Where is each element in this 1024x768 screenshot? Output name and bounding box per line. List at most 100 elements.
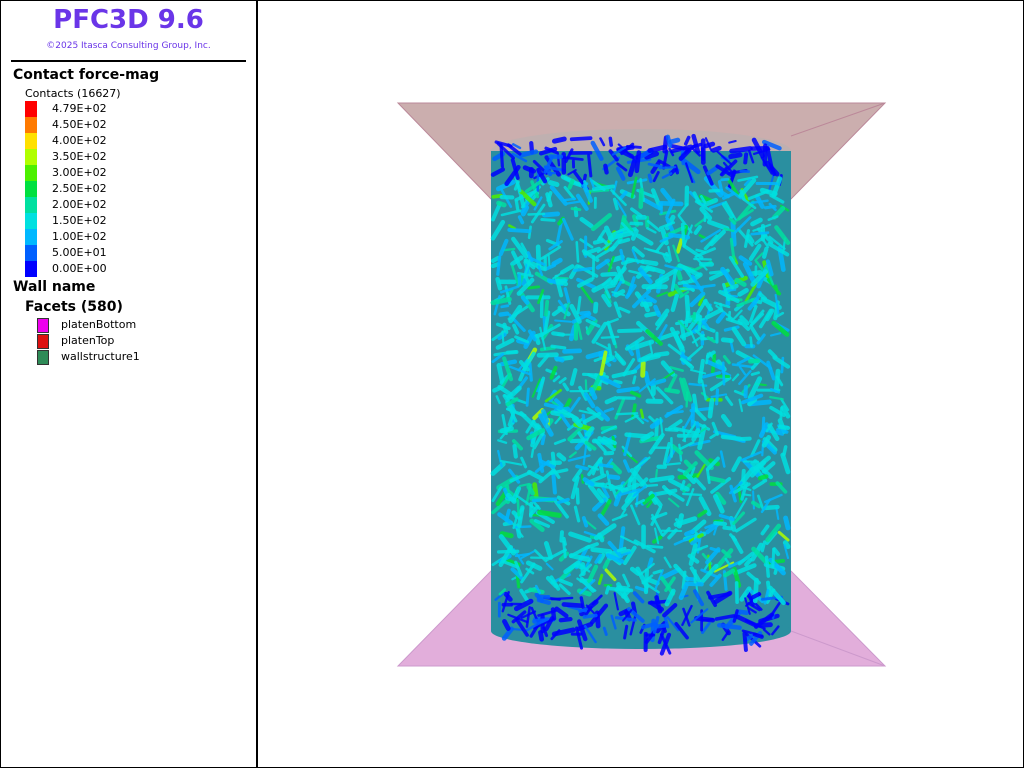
contact: [590, 179, 606, 192]
contact: [648, 415, 658, 425]
contact: [749, 336, 753, 348]
contact: [692, 191, 701, 205]
contact: [737, 551, 755, 566]
contact: [700, 563, 719, 584]
contact: [767, 241, 790, 257]
contact: [664, 264, 683, 271]
contact: [616, 582, 630, 604]
contact: [631, 403, 637, 420]
contact: [632, 375, 637, 385]
contact: [756, 333, 766, 345]
contact: [729, 484, 737, 503]
contact: [659, 567, 682, 581]
contact: [538, 630, 545, 642]
contact: [668, 497, 680, 508]
contact: [722, 282, 731, 302]
contact: [608, 136, 614, 147]
contact: [591, 594, 603, 606]
contact: [744, 281, 758, 303]
contact: [497, 439, 508, 444]
contact: [776, 427, 789, 434]
contact: [511, 236, 529, 259]
contact: [500, 209, 522, 217]
contact: [594, 406, 610, 422]
contact: [780, 452, 791, 475]
contact: [599, 375, 621, 389]
color-swatch: [25, 149, 37, 165]
contact: [747, 606, 757, 614]
contact: [581, 183, 593, 203]
contact: [728, 139, 737, 144]
contact: [575, 464, 589, 471]
contact: [616, 147, 635, 159]
contact: [748, 358, 761, 364]
contact: [699, 195, 707, 205]
contact: [646, 219, 661, 232]
contact: [505, 492, 517, 504]
contact: [732, 563, 757, 576]
contact: [607, 255, 615, 273]
contact: [495, 395, 501, 405]
legend-title: Contact force-mag: [13, 67, 160, 83]
contact: [690, 537, 700, 546]
contact: [633, 413, 645, 425]
contact: [622, 545, 637, 566]
contact: [647, 173, 653, 184]
contact: [617, 328, 643, 334]
contact: [704, 522, 717, 530]
contact: [704, 307, 724, 320]
contact: [587, 154, 593, 178]
contact: [530, 180, 540, 199]
contact: [638, 477, 649, 487]
contact: [495, 276, 503, 291]
contact: [621, 217, 634, 234]
contact: [725, 186, 742, 200]
contact: [703, 234, 719, 251]
contact: [579, 576, 596, 593]
contact: [761, 416, 766, 434]
contact: [528, 587, 545, 595]
contact: [624, 336, 645, 351]
contact: [545, 576, 559, 589]
contact: [558, 377, 567, 384]
contact: [685, 162, 694, 183]
contact: [554, 355, 565, 363]
contact: [595, 258, 610, 270]
contact: [719, 302, 724, 313]
contact: [738, 398, 744, 413]
contact: [543, 402, 563, 411]
contact: [646, 577, 660, 586]
contact: [604, 396, 618, 405]
contact: [505, 397, 519, 407]
contact: [499, 531, 514, 539]
contact: [700, 318, 711, 331]
contact: [616, 412, 639, 416]
contact: [576, 295, 582, 315]
contact: [753, 455, 771, 471]
contact: [572, 468, 583, 482]
legend-label: 5.00E+01: [52, 246, 107, 259]
contact: [533, 196, 543, 211]
contact: [544, 146, 558, 155]
contact: [551, 331, 566, 337]
contact: [498, 238, 509, 257]
contact: [532, 482, 539, 499]
contact: [560, 264, 575, 275]
contact: [701, 622, 711, 634]
contact: [524, 177, 547, 194]
contact: [691, 142, 703, 149]
contact: [550, 629, 561, 641]
contact: [557, 299, 568, 313]
contact: [652, 171, 660, 183]
contact: [685, 488, 695, 507]
legend-label: 4.50E+02: [52, 118, 107, 131]
contact: [511, 152, 528, 163]
contact: [649, 600, 664, 612]
contact: [777, 530, 790, 542]
legend-label: 3.50E+02: [52, 150, 107, 163]
contact: [516, 277, 535, 296]
contact: [782, 540, 791, 550]
contact: [640, 259, 659, 266]
contact: [506, 143, 522, 156]
contact: [711, 145, 722, 153]
